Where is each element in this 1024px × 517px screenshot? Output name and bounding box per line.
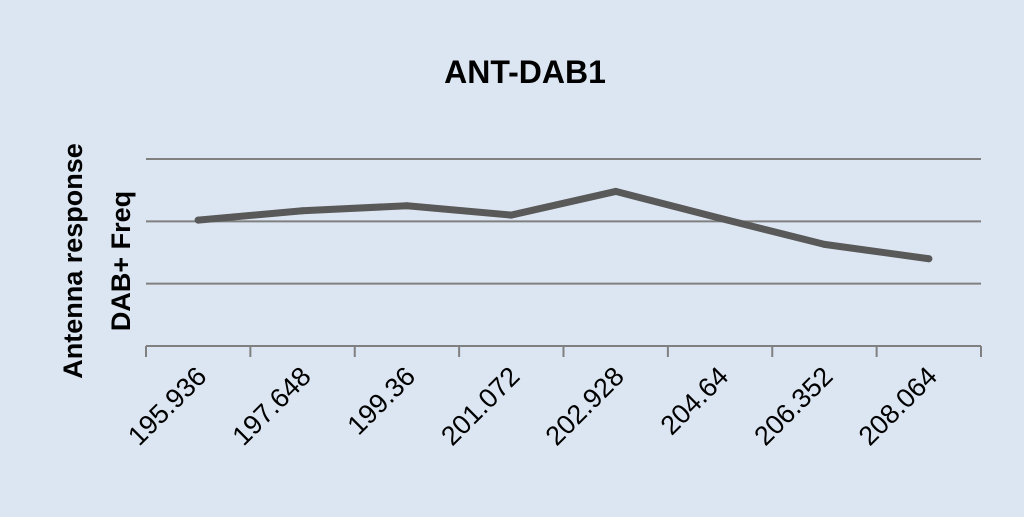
x-tick-label: 206.352 <box>748 361 838 451</box>
y-axis-title-line-1: Antenna response <box>58 143 88 379</box>
x-tick-label: 199.36 <box>342 361 422 441</box>
series-group <box>194 187 933 263</box>
x-tick-label: 202.928 <box>540 361 630 451</box>
x-axis <box>145 345 982 357</box>
data-point <box>820 240 828 248</box>
x-tick-label: 208.064 <box>853 361 943 451</box>
data-point <box>716 214 724 222</box>
data-point <box>612 187 620 195</box>
y-axis-title: Antenna response DAB+ Freq <box>58 143 136 379</box>
data-point <box>299 207 307 215</box>
gridlines <box>146 158 981 285</box>
chart-title: ANT-DAB1 <box>444 54 606 90</box>
data-point <box>403 202 411 210</box>
x-tick-label: 195.936 <box>122 361 212 451</box>
x-tick-labels: 195.936 197.648 199.36 201.072 202.928 204.64… <box>122 361 943 451</box>
y-axis-title-line-2: DAB+ Freq <box>106 191 136 331</box>
data-point <box>507 211 515 219</box>
x-tick-label: 197.648 <box>227 361 317 451</box>
data-point <box>925 255 933 263</box>
x-tick-label: 204.64 <box>655 361 735 441</box>
data-point <box>194 216 202 224</box>
x-tick-label: 201.072 <box>435 361 525 451</box>
series-line <box>194 187 933 263</box>
